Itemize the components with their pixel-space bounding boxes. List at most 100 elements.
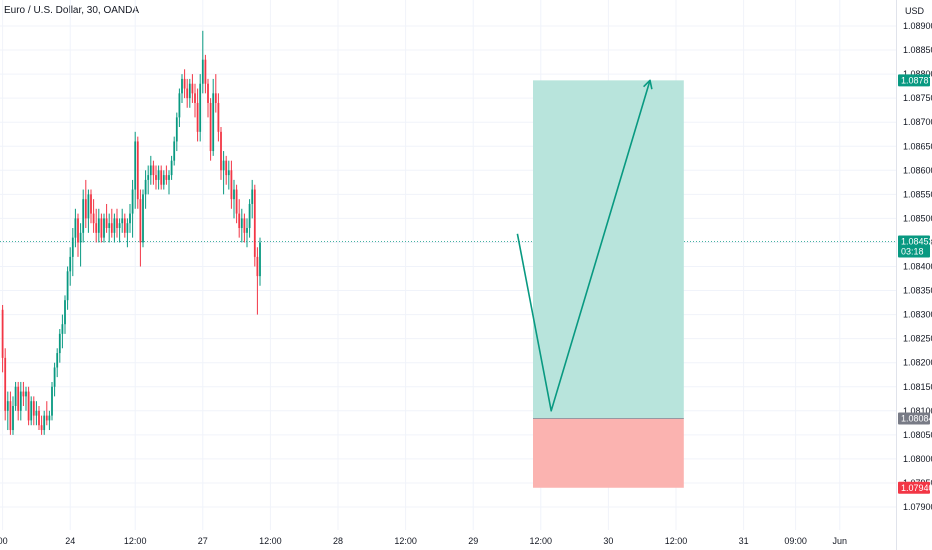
- time-tick-label: 29: [468, 536, 478, 546]
- price-axis[interactable]: 1.08900 1.08850 1.08800 1.08750 1.08700 1.086…: [903, 21, 932, 512]
- time-tick-label: 00: [0, 536, 8, 546]
- candle-body: [121, 218, 124, 224]
- candle-body: [95, 223, 98, 233]
- time-tick-label: 12:00: [124, 536, 147, 546]
- candle-body: [207, 83, 209, 103]
- candle-body: [25, 391, 27, 397]
- price-tick-label: 1.08100: [903, 406, 932, 416]
- candle-body: [40, 425, 43, 431]
- candle-body: [100, 218, 103, 238]
- loss-zone: [533, 418, 684, 488]
- candle-body: [103, 218, 105, 238]
- entry-price-tag-label: 1.08084: [901, 413, 932, 423]
- candle-body: [165, 175, 168, 180]
- candle-body: [173, 141, 176, 161]
- candle-body: [220, 131, 222, 171]
- candle-body: [136, 141, 139, 200]
- price-tick-label: 1.08400: [903, 262, 932, 272]
- candle-body: [116, 218, 118, 229]
- candle-body: [212, 93, 215, 152]
- candle-body: [79, 232, 82, 243]
- price-tick-label: 1.08150: [903, 382, 932, 392]
- currency-label[interactable]: USD: [905, 6, 925, 16]
- candle-body: [30, 401, 33, 421]
- stop-price-tag: [898, 481, 930, 494]
- candle-body: [126, 223, 129, 233]
- candle-body: [35, 410, 38, 416]
- candles: [1, 30, 261, 435]
- time-tick-label: 12:00: [530, 536, 553, 546]
- time-tick-label: 27: [198, 536, 208, 546]
- candle-body: [27, 391, 30, 421]
- candle-body: [259, 242, 261, 277]
- candle-body: [118, 223, 121, 229]
- candle-body: [186, 88, 189, 99]
- time-tick-label: 24: [65, 536, 75, 546]
- candle-body: [188, 83, 191, 99]
- candle-body: [61, 324, 64, 334]
- time-tick-label: 28: [333, 536, 343, 546]
- candle-body: [225, 160, 228, 176]
- candle-body: [139, 199, 142, 243]
- candle-body: [199, 83, 202, 132]
- candle-body: [162, 175, 165, 185]
- candle-body: [90, 194, 92, 214]
- price-tick-label: 1.08600: [903, 165, 932, 175]
- price-tick-label: 1.08900: [903, 21, 932, 31]
- candle-body: [256, 256, 259, 277]
- candle-body: [48, 415, 51, 421]
- candle-body: [178, 93, 181, 118]
- candle-body: [32, 401, 35, 416]
- candle-body: [181, 78, 183, 94]
- chart-title: Euro / U.S. Dollar, 30, OANDA: [4, 5, 140, 16]
- candle-body: [45, 415, 48, 421]
- profit-zone: [533, 80, 684, 419]
- price-tick-label: 1.08250: [903, 334, 932, 344]
- candle-body: [22, 391, 25, 397]
- candle-body: [6, 401, 9, 411]
- candle-body: [110, 223, 113, 233]
- arrow-head-icon: [643, 79, 653, 90]
- target-price-tag-label: 1.08787: [901, 75, 932, 85]
- candle-body: [84, 199, 87, 219]
- candle-body: [1, 309, 4, 358]
- price-tick-label: 1.08350: [903, 286, 932, 296]
- price-tick-label: 1.08300: [903, 310, 932, 320]
- candle-body: [194, 93, 196, 103]
- candle-body: [204, 59, 207, 84]
- candle-body: [248, 203, 251, 229]
- candle-body: [87, 194, 90, 219]
- current-price-tag: [898, 235, 930, 258]
- candle-body: [233, 189, 235, 200]
- candle-body: [51, 386, 53, 416]
- candle-body: [144, 179, 147, 195]
- candle-body: [97, 218, 100, 233]
- time-axis[interactable]: 00 24 12:00 27 12:00 28 12:00 29 12:00 30 12:00 31 0…: [0, 536, 847, 546]
- time-tick-label: 12:00: [394, 536, 417, 546]
- current-price-tag-countdown: 03:18: [901, 246, 924, 256]
- candle-body: [196, 102, 199, 132]
- candle-body: [209, 102, 212, 152]
- candle-body: [69, 256, 72, 272]
- candle-body: [214, 93, 217, 103]
- candle-body: [183, 78, 186, 89]
- candle-body: [238, 213, 241, 229]
- price-tick-label: 1.08200: [903, 358, 932, 368]
- candle-body: [240, 218, 243, 229]
- candle-body: [201, 59, 204, 84]
- candle-body: [235, 189, 238, 214]
- candle-body: [227, 170, 230, 176]
- candle-body: [14, 386, 17, 406]
- candle-body: [253, 189, 256, 257]
- price-tick-label: 1.08750: [903, 93, 932, 103]
- candle-body: [222, 160, 225, 171]
- candle-body: [108, 223, 111, 229]
- candle-body: [160, 170, 163, 185]
- current-price-tag-label: 1.08452: [901, 236, 932, 246]
- candle-body: [4, 357, 7, 411]
- candle-body: [105, 218, 108, 229]
- price-tick-label: 1.08700: [903, 117, 932, 127]
